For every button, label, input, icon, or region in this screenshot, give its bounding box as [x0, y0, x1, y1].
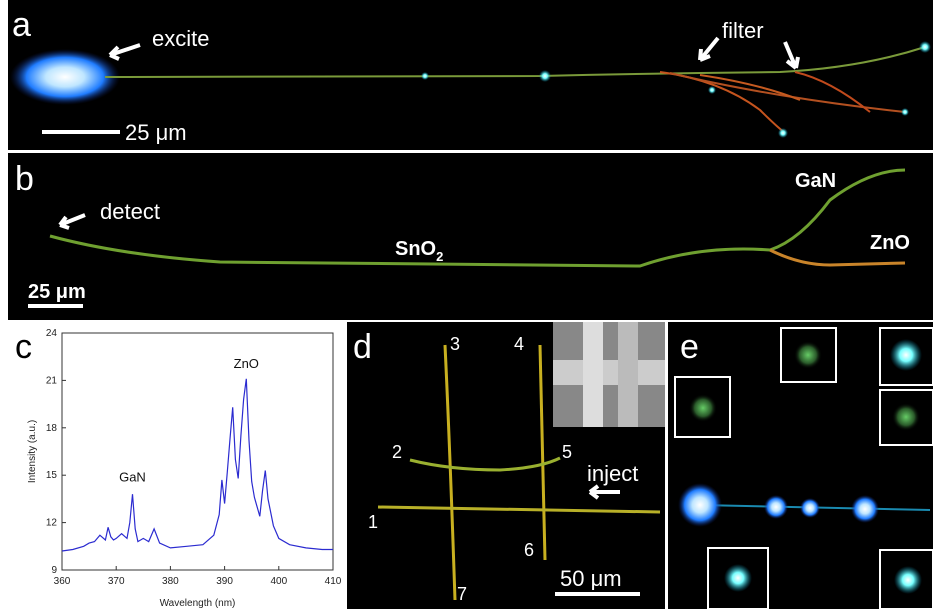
x-tick-label: 410: [325, 576, 342, 587]
scale-bar-label: 25 μm: [125, 120, 187, 145]
shape: [689, 394, 717, 422]
shape: [539, 70, 551, 82]
y-tick-label: 21: [46, 375, 58, 386]
panel-label: e: [680, 328, 699, 366]
spectrum-line: [62, 379, 333, 551]
y-tick-label: 12: [46, 518, 58, 529]
wire-number: 1: [368, 512, 378, 532]
shape: [894, 566, 922, 594]
shape: [555, 592, 640, 596]
peak-annotation: GaN: [119, 470, 146, 485]
shape: [678, 483, 722, 527]
y-tick-label: 15: [46, 470, 58, 481]
shape: [778, 128, 788, 138]
panel-label: b: [15, 160, 34, 198]
shape: [10, 49, 120, 105]
wire-number: 7: [457, 584, 467, 604]
shape: [665, 322, 668, 609]
x-tick-label: 400: [270, 576, 287, 587]
y-axis-label: Intensity (a.u.): [27, 420, 38, 483]
x-tick-label: 380: [162, 576, 179, 587]
x-tick-label: 390: [216, 576, 233, 587]
wire-number: 2: [392, 442, 402, 462]
y-tick-label: 18: [46, 423, 58, 434]
y-tick-label: 9: [51, 565, 57, 576]
annotation: filter: [722, 18, 764, 43]
shape: [345, 322, 347, 609]
shape: [42, 130, 120, 134]
shape: [553, 360, 665, 385]
shape: [892, 403, 920, 431]
scale-bar-label: 25 μm: [28, 281, 86, 303]
text: SnO: [395, 238, 436, 260]
shape: [800, 498, 820, 518]
panel-label: d: [353, 328, 372, 366]
wire-number: 4: [514, 334, 524, 354]
shape: [901, 108, 909, 116]
annotation: ZnO: [870, 232, 910, 254]
shape: [764, 495, 788, 519]
panel-label: c: [15, 328, 32, 366]
x-tick-label: 360: [54, 576, 71, 587]
shape: [851, 495, 879, 523]
wire-number: 6: [524, 540, 534, 560]
annotation: inject: [587, 461, 638, 486]
wire-number: 5: [562, 442, 572, 462]
panel-label: a: [12, 6, 31, 44]
shape: [708, 86, 716, 94]
scale-bar-label: 50 μm: [560, 566, 622, 591]
figure: a excite filter 25 μm b detect GaN ZnO S…: [0, 0, 933, 609]
annotation: GaN: [795, 170, 836, 192]
peak-annotation: ZnO: [234, 356, 259, 371]
shape: [724, 564, 752, 592]
x-axis-label: Wavelength (nm): [160, 598, 236, 609]
shape: [618, 322, 638, 427]
shape: [794, 341, 822, 369]
annotation: excite: [152, 26, 209, 51]
shape: [28, 304, 83, 308]
x-tick-label: 370: [108, 576, 125, 587]
wire-number: 3: [450, 334, 460, 354]
chart: 9 12 15 18 21 24 360 370 380 390 400 410 Intensity (…: [27, 328, 342, 609]
shape: [919, 41, 931, 53]
annotation: detect: [100, 199, 160, 224]
shape: [421, 72, 429, 80]
shape: [583, 322, 603, 427]
plot-frame: [62, 333, 333, 570]
y-tick-label: 24: [46, 328, 58, 339]
subscript: 2: [436, 249, 443, 264]
shape: [890, 339, 922, 371]
